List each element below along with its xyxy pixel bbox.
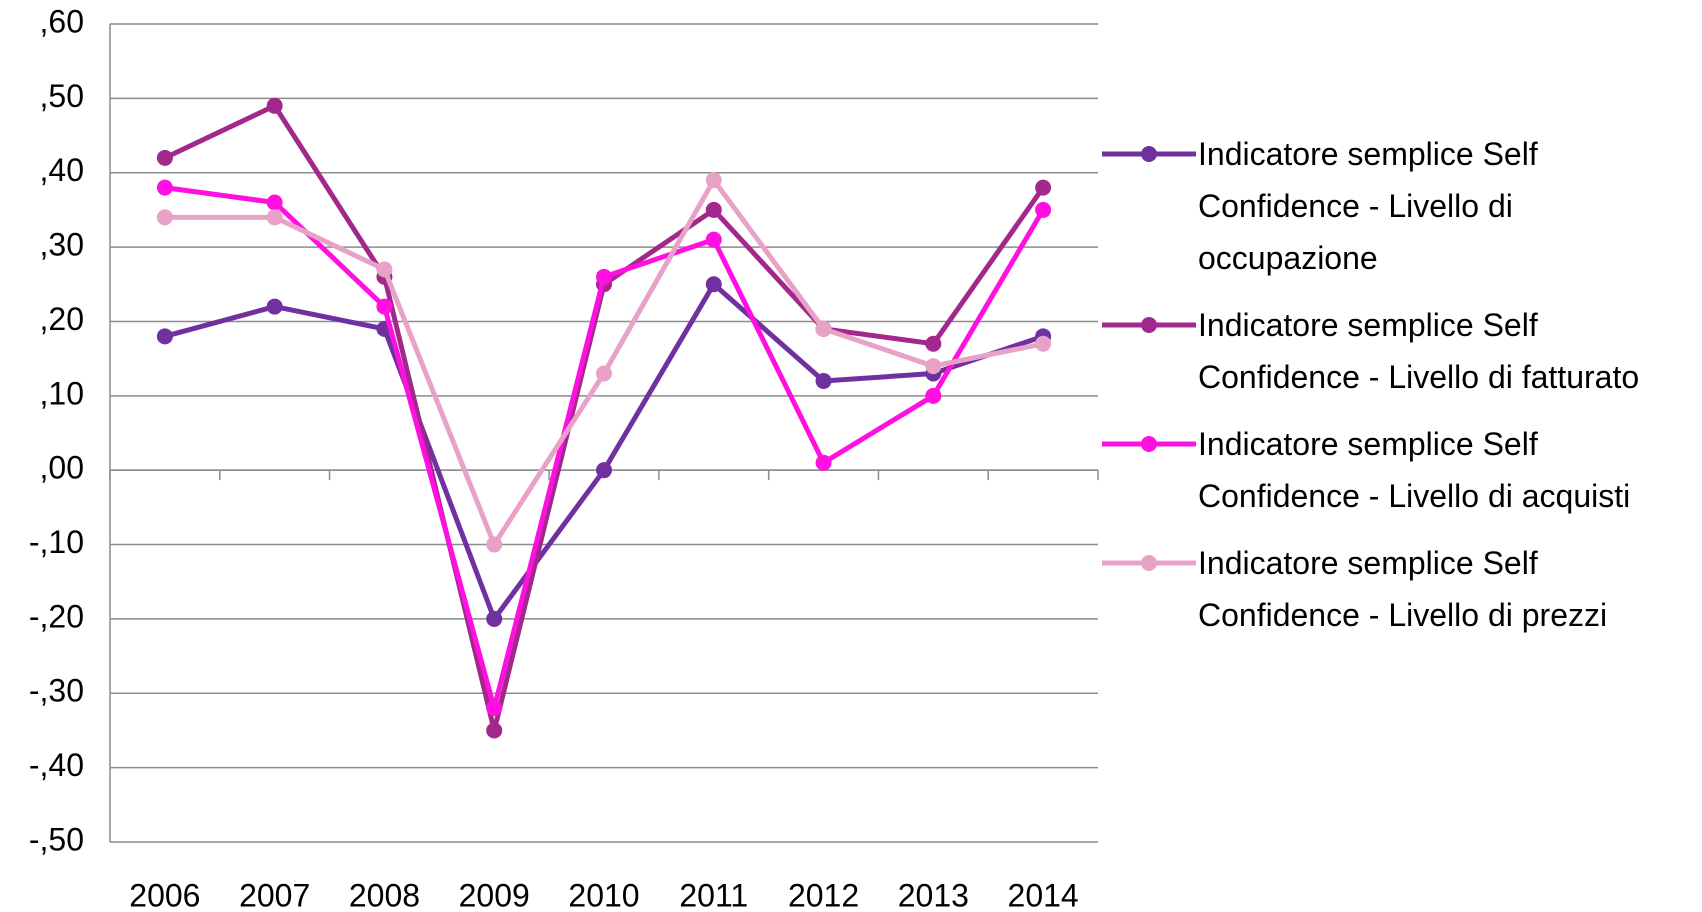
- series-line: [164, 177, 1044, 548]
- x-tick-label: 2008: [349, 877, 420, 912]
- chart: ,60 ,50 ,40 ,30 ,20 ,10 ,00 -,10 -,20 -,30 -,40 -,5…: [29, 3, 1099, 912]
- data-point: [156, 179, 173, 196]
- y-tick-label: ,20: [40, 301, 84, 337]
- data-point: [156, 149, 173, 166]
- data-point: [266, 209, 283, 226]
- data-point: [376, 298, 393, 315]
- x-tick-label: 2011: [679, 877, 748, 912]
- y-tick-label: -,50: [29, 821, 84, 857]
- y-tick-label: -,20: [29, 598, 84, 634]
- data-point: [596, 365, 612, 382]
- x-tick-label: 2012: [788, 877, 859, 912]
- legend-entry: Indicatore semplice Self Confidence - Li…: [1100, 299, 1700, 403]
- data-point: [925, 335, 942, 352]
- x-tick-label: 2007: [239, 877, 310, 912]
- data-point: [266, 194, 283, 211]
- data-point: [1035, 201, 1052, 218]
- legend-label: Indicatore semplice Self Confidence - Li…: [1198, 545, 1608, 633]
- data-point: [705, 276, 722, 293]
- y-tick-label: ,50: [40, 78, 84, 114]
- data-point: [486, 700, 503, 717]
- x-tick-label: 2010: [568, 877, 639, 912]
- data-point: [486, 610, 503, 627]
- legend-entry: Indicatore semplice Self Confidence - Li…: [1100, 128, 1700, 284]
- legend-label: Indicatore semplice Self Confidence - Li…: [1198, 426, 1631, 514]
- data-point: [1035, 335, 1052, 352]
- legend-dot: [1141, 436, 1157, 452]
- y-tick-label: ,60: [40, 3, 84, 39]
- data-point: [815, 320, 832, 337]
- y-tick-label: ,10: [40, 375, 84, 411]
- data-point: [705, 231, 722, 248]
- data-point: [596, 268, 612, 285]
- y-tick-label: -,40: [29, 747, 84, 783]
- y-tick-label: -,30: [29, 673, 84, 709]
- data-point: [1035, 179, 1052, 196]
- series-line: [163, 103, 1046, 733]
- data-point: [486, 536, 503, 553]
- x-tick-label: 2009: [459, 877, 530, 912]
- x-tick-label: 2014: [1008, 877, 1079, 912]
- legend: Indicatore semplice Self Confidence - Li…: [1100, 128, 1700, 656]
- legend-marker: [1102, 317, 1196, 333]
- data-point: [815, 372, 832, 389]
- data-point: [705, 201, 722, 218]
- legend-marker: [1102, 436, 1196, 452]
- data-point: [156, 209, 173, 226]
- y-tick-label: ,30: [40, 227, 84, 263]
- legend-entry: Indicatore semplice Self Confidence - Li…: [1100, 537, 1700, 641]
- legend-marker: [1102, 555, 1196, 571]
- legend-dot: [1141, 317, 1157, 333]
- data-point: [815, 454, 832, 471]
- y-tick-label: ,00: [40, 450, 84, 486]
- data-point: [925, 358, 942, 375]
- y-tick-label: ,40: [40, 152, 84, 188]
- legend-label: Indicatore semplice Self Confidence - Li…: [1198, 136, 1538, 276]
- data-point: [376, 261, 393, 278]
- series-line: [164, 185, 1046, 711]
- x-tick-label: 2013: [898, 877, 969, 912]
- x-tick-label: 2006: [129, 877, 200, 912]
- data-point: [156, 328, 173, 345]
- data-point: [266, 298, 283, 315]
- y-tick-label: -,10: [29, 524, 84, 560]
- series-line: [164, 281, 1044, 622]
- data-point: [596, 462, 612, 479]
- data-point: [705, 172, 722, 189]
- legend-marker: [1102, 146, 1196, 162]
- data-point: [486, 722, 503, 739]
- legend-dot: [1141, 555, 1157, 571]
- legend-entry: Indicatore semplice Self Confidence - Li…: [1100, 418, 1700, 522]
- data-point: [925, 387, 942, 404]
- legend-dot: [1141, 146, 1157, 162]
- data-point: [266, 97, 283, 114]
- legend-label: Indicatore semplice Self Confidence - Li…: [1198, 307, 1640, 395]
